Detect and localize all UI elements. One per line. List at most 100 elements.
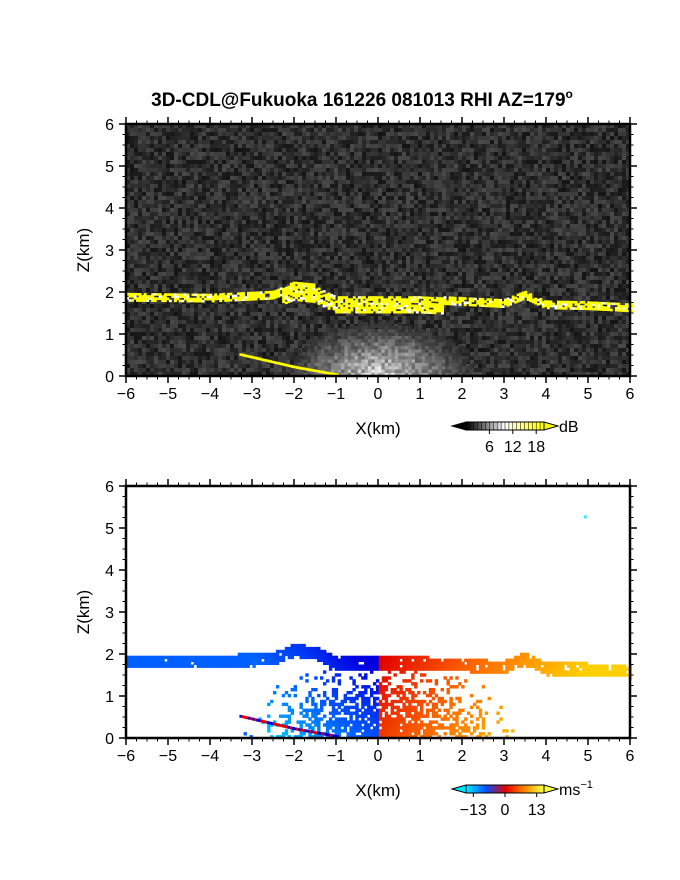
velocity-xtick-label: −6 bbox=[117, 748, 135, 765]
velocity-colorbar-cell bbox=[510, 785, 514, 793]
velocity-xtick-label: 5 bbox=[584, 748, 593, 765]
intensity-colorbar-cell bbox=[510, 422, 514, 430]
intensity-xtick-label: −2 bbox=[285, 386, 303, 403]
velocity-xlabel: X(km) bbox=[355, 781, 400, 800]
intensity-colorbar-cell bbox=[499, 422, 502, 430]
intensity-colorbar-cell bbox=[532, 422, 535, 430]
velocity-colorbar-cell bbox=[540, 785, 543, 793]
intensity-colorbar-cell bbox=[540, 422, 543, 430]
isolated-echo bbox=[583, 515, 587, 519]
velocity-colorbar-cell bbox=[467, 785, 471, 793]
intensity-colorbar-cell bbox=[508, 422, 512, 430]
velocity-colorbar-cell bbox=[528, 785, 531, 793]
intensity-xtick-label: −1 bbox=[327, 386, 345, 403]
intensity-colorbar-cell bbox=[506, 422, 510, 430]
intensity-colorbar-cell bbox=[534, 422, 537, 430]
velocity-xtick-label: 2 bbox=[458, 748, 467, 765]
figure-title: 3D-CDL@Fukuoka 161226 081013 RHI AZ=179o bbox=[151, 87, 573, 111]
velocity-colorbar-tick-label: 0 bbox=[501, 802, 510, 819]
intensity-colorbar-cell bbox=[536, 422, 539, 430]
intensity-colorbar-cell bbox=[516, 422, 519, 430]
velocity-colorbar-cell bbox=[501, 785, 504, 793]
intensity-colorbar-low-triangle bbox=[450, 421, 467, 431]
velocity-colorbar: −13 0 13 ms−1 bbox=[450, 779, 593, 819]
velocity-colorbar-high-triangle bbox=[543, 784, 560, 794]
intensity-colorbar-cell bbox=[501, 422, 504, 430]
velocity-colorbar-cell bbox=[481, 785, 484, 793]
intensity-xtick-label: −5 bbox=[159, 386, 177, 403]
intensity-xtick-label: 0 bbox=[374, 386, 383, 403]
intensity-xlabel: X(km) bbox=[355, 419, 400, 438]
intensity-colorbar-cell bbox=[530, 422, 533, 430]
velocity-colorbar-cell bbox=[526, 785, 529, 793]
velocity-colorbar-tick-label: 13 bbox=[528, 802, 546, 819]
velocity-ylabel: Z(km) bbox=[74, 590, 93, 634]
velocity-plot-area bbox=[126, 486, 630, 738]
velocity-colorbar-cell bbox=[518, 785, 521, 793]
intensity-ytick-label: 5 bbox=[105, 159, 114, 176]
intensity-xtick-label: 1 bbox=[416, 386, 425, 403]
intensity-xtick-label: −6 bbox=[117, 386, 135, 403]
intensity-xtick-label: 2 bbox=[458, 386, 467, 403]
velocity-colorbar-cell bbox=[536, 785, 539, 793]
intensity-colorbar-cell bbox=[497, 422, 500, 430]
intensity-axes: −6 −5 −4 −3 −2 −1 0 1 2 3 4 5 6 0 1 2 3 4 5 6 bbox=[105, 117, 637, 403]
velocity-colorbar-cell bbox=[532, 785, 535, 793]
intensity-xtick-label: −3 bbox=[243, 386, 261, 403]
intensity-colorbar-cell bbox=[473, 422, 477, 430]
intensity-signal bbox=[126, 281, 633, 377]
intensity-colorbar-cell bbox=[483, 422, 486, 430]
velocity-colorbar-cell bbox=[534, 785, 537, 793]
velocity-ytick-label: 0 bbox=[105, 731, 114, 748]
velocity-colorbar-cell bbox=[471, 785, 475, 793]
title-degree-sign: o bbox=[566, 87, 573, 101]
velocity-colorbar-cell bbox=[514, 785, 517, 793]
intensity-colorbar-tick-label: 6 bbox=[485, 439, 494, 456]
intensity-colorbar-tick-label: 18 bbox=[527, 439, 545, 456]
intensity-colorbar-cell bbox=[489, 422, 492, 430]
intensity-xtick-label: 6 bbox=[626, 386, 635, 403]
velocity-xtick-label: 6 bbox=[626, 748, 635, 765]
intensity-xtick-label: 3 bbox=[500, 386, 509, 403]
velocity-colorbar-low-triangle bbox=[450, 784, 467, 794]
velocity-xtick-label: −5 bbox=[159, 748, 177, 765]
intensity-colorbar-cell bbox=[471, 422, 475, 430]
velocity-xtick-label: −1 bbox=[327, 748, 345, 765]
intensity-ylabel: Z(km) bbox=[74, 228, 93, 272]
velocity-colorbar-cell bbox=[475, 785, 478, 793]
velocity-colorbar-cell bbox=[520, 785, 523, 793]
velocity-colorbar-cell bbox=[508, 785, 512, 793]
velocity-colorbar-cell bbox=[489, 785, 492, 793]
velocity-colorbar-cell bbox=[505, 785, 508, 793]
intensity-colorbar-cell bbox=[505, 422, 508, 430]
intensity-colorbar-cell bbox=[475, 422, 478, 430]
intensity-colorbar-cell bbox=[469, 422, 473, 430]
intensity-colorbar-tick-label: 12 bbox=[504, 439, 522, 456]
velocity-colorbar-cell bbox=[512, 785, 516, 793]
velocity-colorbar-cell bbox=[466, 785, 469, 793]
velocity-panel: −6 −5 −4 −3 −2 −1 0 1 2 3 4 5 6 0 1 2 3 4 5 6 X(km) Z(km) −… bbox=[74, 479, 637, 819]
intensity-colorbar-cell bbox=[467, 422, 471, 430]
intensity-colorbar-cell bbox=[503, 422, 506, 430]
velocity-xtick-label: −3 bbox=[243, 748, 261, 765]
intensity-colorbar-cell bbox=[528, 422, 531, 430]
velocity-colorbar-cell bbox=[516, 785, 519, 793]
intensity-colorbar-cell bbox=[481, 422, 484, 430]
velocity-ytick-label: 4 bbox=[105, 563, 114, 580]
velocity-colorbar-cell bbox=[485, 785, 488, 793]
velocity-colorbar-cell bbox=[506, 785, 510, 793]
intensity-colorbar-unit: dB bbox=[559, 419, 579, 436]
velocity-colorbar-tick-label: −13 bbox=[460, 802, 487, 819]
intensity-colorbar-cell bbox=[493, 422, 496, 430]
velocity-colorbar-cell bbox=[473, 785, 477, 793]
velocity-colorbar-cell bbox=[491, 785, 494, 793]
velocity-colorbar-cell bbox=[524, 785, 527, 793]
velocity-colorbar-cell bbox=[487, 785, 490, 793]
intensity-ytick-label: 6 bbox=[105, 117, 114, 134]
velocity-colorbar-cell bbox=[499, 785, 502, 793]
velocity-colorbar-cell bbox=[469, 785, 473, 793]
velocity-colorbar-cell bbox=[530, 785, 533, 793]
intensity-colorbar: 6 12 18 dB bbox=[450, 419, 579, 456]
intensity-colorbar-cell bbox=[485, 422, 488, 430]
